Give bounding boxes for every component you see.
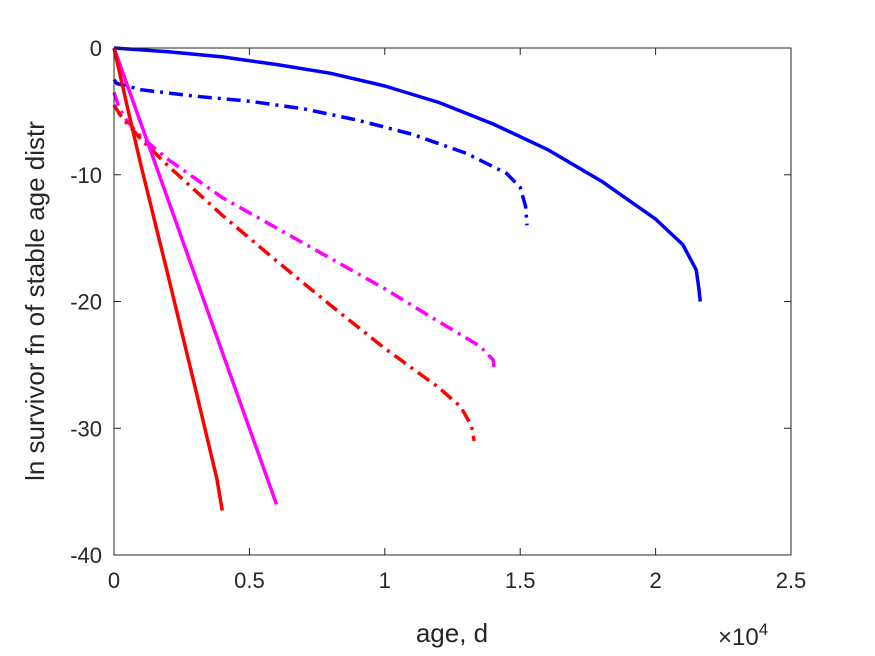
plot-area-background <box>114 48 791 555</box>
series-line-5 <box>112 47 279 505</box>
series-line-6 <box>112 47 225 511</box>
x-tick-label: 2 <box>649 568 661 593</box>
y-tick-label: -10 <box>70 163 102 188</box>
x-exponent-label: ×104 <box>718 620 768 651</box>
y-tick-label: 0 <box>90 36 102 61</box>
y-tick-label: -40 <box>70 543 102 568</box>
series-line-4 <box>112 104 476 442</box>
x-tick-label: 1.5 <box>505 568 536 593</box>
x-axis-label: age, d <box>416 618 488 648</box>
x-tick-label: 0 <box>108 568 120 593</box>
y-axis-label: ln survivor fn of stable age distr <box>20 121 50 481</box>
x-tick-label: 2.5 <box>776 568 807 593</box>
series-line-1 <box>113 46 703 302</box>
x-exponent-base: ×10 <box>718 624 759 651</box>
y-tick-label: -20 <box>70 290 102 315</box>
series-layer <box>112 46 703 511</box>
x-tick-label: 1 <box>379 568 391 593</box>
y-tick-label: -30 <box>70 416 102 441</box>
x-exponent-power: 4 <box>759 620 768 639</box>
x-tick-label: 0.5 <box>234 568 265 593</box>
ticks-layer: 0 0.5 1 1.5 2 2.5 0 -10 -20 -30 -40 <box>70 36 806 593</box>
